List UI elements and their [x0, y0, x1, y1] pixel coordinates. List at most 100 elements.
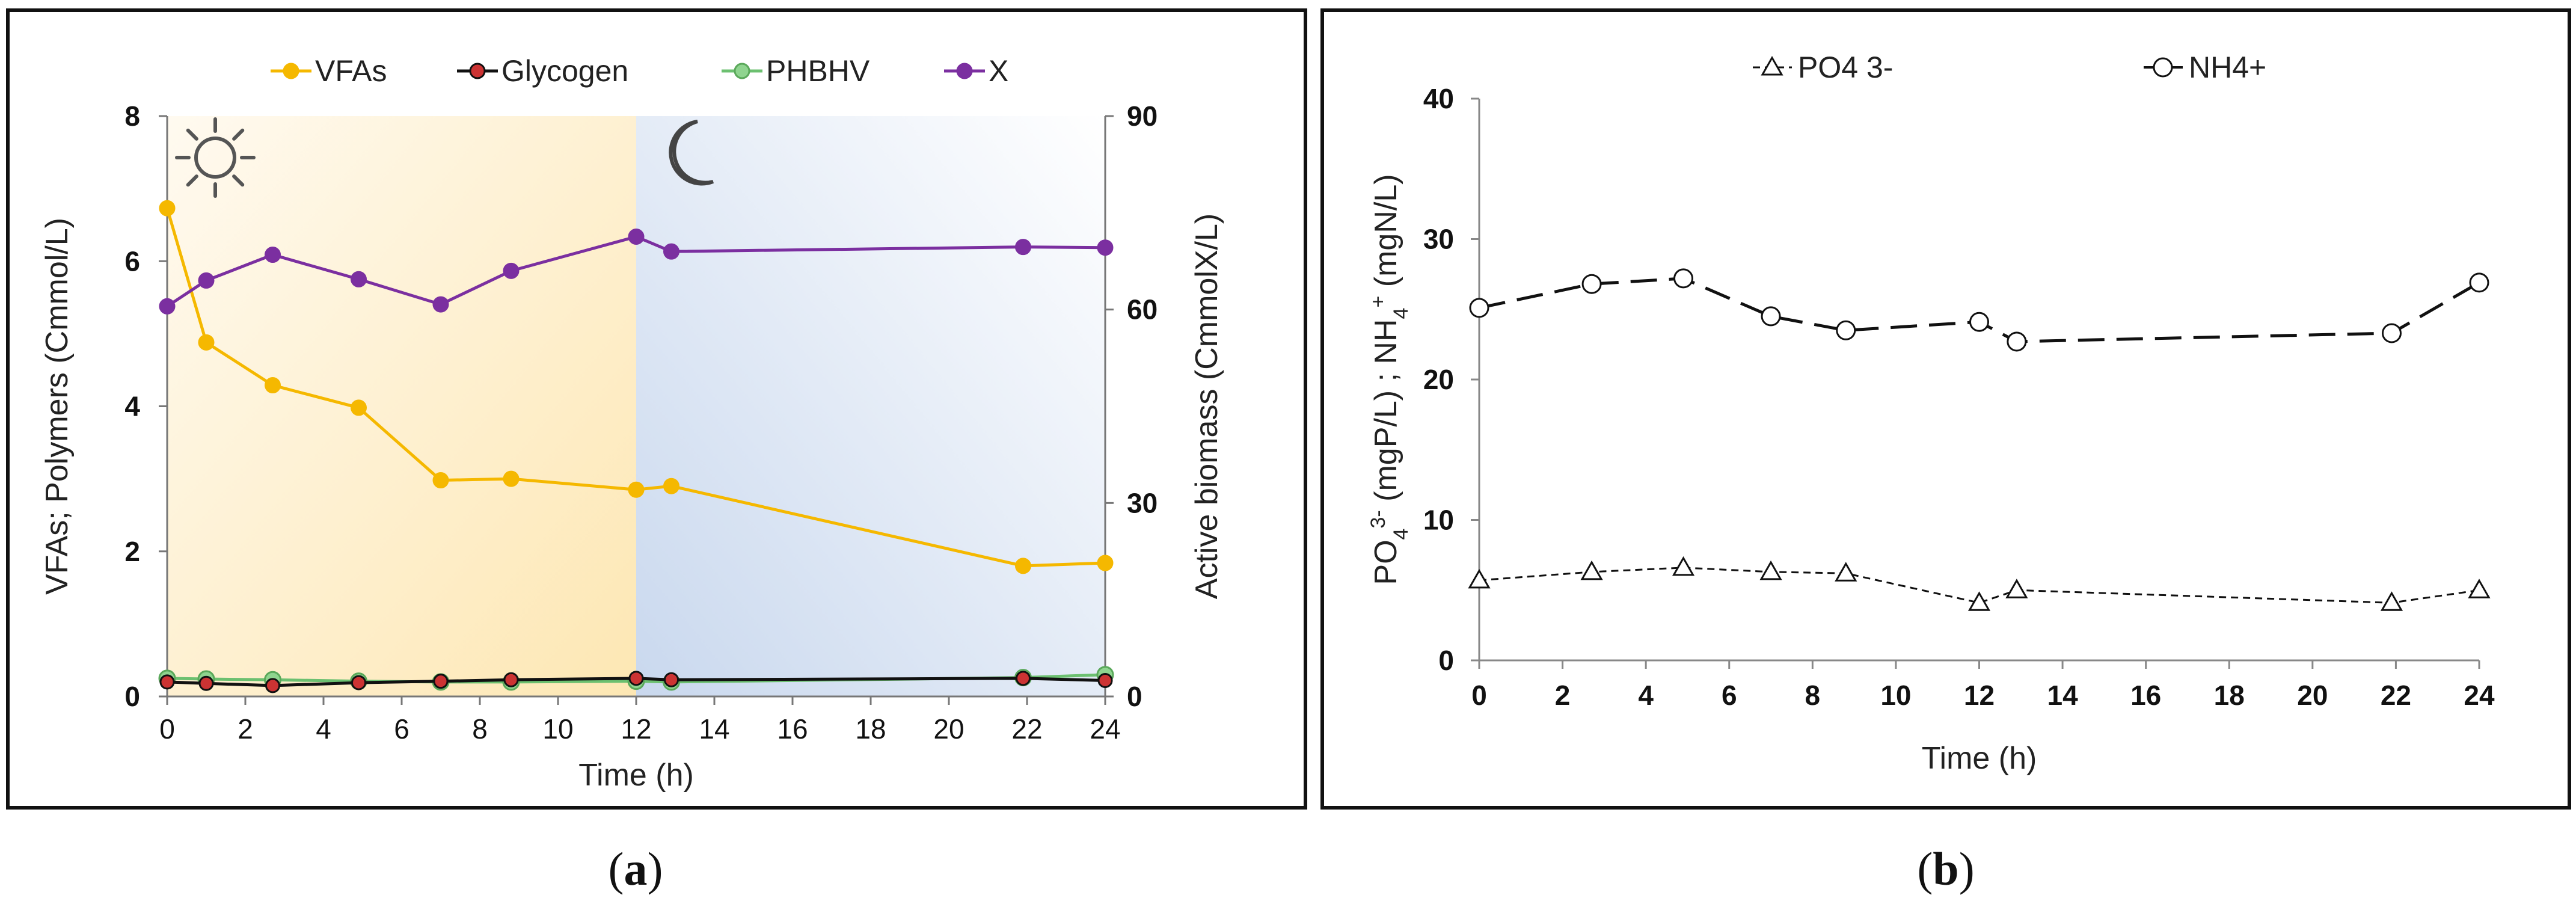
legend-marker-glycogen	[469, 63, 486, 79]
x-tick-label: 24	[1090, 713, 1120, 745]
x-tick-label-b: 4	[1638, 680, 1654, 711]
x-tick-label-b: 20	[2297, 680, 2328, 711]
legend-marker-po4	[1761, 55, 1783, 76]
x-tick-label: 16	[777, 713, 808, 745]
legend-marker-vfas	[283, 63, 299, 79]
panel-caption-a: (a)	[608, 843, 663, 895]
legend-label-x: X	[989, 54, 1008, 88]
legend-marker-x	[956, 63, 973, 79]
sun-icon	[175, 117, 256, 198]
night-period-background	[636, 116, 1105, 696]
y-tick-label: 8	[124, 100, 140, 132]
data-point-x	[1097, 239, 1114, 256]
data-point-x	[628, 229, 645, 245]
x-tick-label-b: 10	[1880, 680, 1911, 711]
data-point-nh4	[1581, 274, 1602, 294]
panel-b-frame	[1320, 8, 2571, 810]
y2-tick-label: 0	[1127, 681, 1142, 712]
data-point-vfas	[628, 481, 645, 498]
x-tick-label: 22	[1011, 713, 1042, 745]
data-point-po4	[1759, 560, 1782, 580]
data-point-nh4	[1969, 312, 1989, 332]
data-point-glycogen	[1016, 671, 1031, 686]
panel-caption-b: (b)	[1917, 843, 1975, 895]
data-point-glycogen	[1097, 672, 1113, 688]
data-point-glycogen	[433, 674, 449, 689]
panel-label-b: b	[1933, 843, 1959, 895]
data-point-glycogen	[351, 675, 366, 690]
x-tick-label: 8	[472, 713, 488, 745]
y-tick-label-b: 40	[1423, 83, 1454, 114]
y2-tick-label: 60	[1127, 294, 1158, 325]
x-tick-label: 10	[542, 713, 573, 745]
legend-label-nh4: NH4+	[2189, 51, 2266, 84]
y2-tick-label: 90	[1127, 100, 1158, 132]
x-tick-label: 4	[316, 713, 331, 745]
day-period-background	[167, 116, 636, 696]
data-point-x	[503, 262, 520, 279]
data-point-vfas	[159, 200, 176, 217]
y-tick-label-b: 0	[1438, 645, 1454, 676]
data-point-glycogen	[265, 678, 280, 693]
series-line-nh4	[1479, 277, 2480, 343]
data-point-vfas	[503, 470, 520, 487]
x-tick-label-b: 6	[1722, 680, 1737, 711]
x-tick-label: 14	[699, 713, 729, 745]
data-point-x	[265, 247, 281, 263]
legend-b: PO4 3- NH4+	[1753, 51, 2266, 84]
series-line-glycogen	[167, 677, 1106, 687]
data-point-po4	[2380, 591, 2403, 611]
data-point-vfas	[1097, 555, 1114, 571]
x-tick-label-b: 14	[2047, 680, 2078, 711]
x-tick-label-b: 22	[2381, 680, 2411, 711]
x-tick-label: 20	[933, 713, 964, 745]
series-line-vfas	[165, 207, 1106, 568]
legend-label-vfas: VFAs	[315, 54, 387, 88]
y-tick-label-b: 10	[1423, 505, 1454, 536]
x-tick-label-b: 2	[1555, 680, 1571, 711]
data-point-po4	[1835, 562, 1857, 582]
y-tick-label: 0	[124, 681, 140, 712]
x-tick-label-b: 8	[1805, 680, 1821, 711]
data-point-vfas	[265, 377, 281, 394]
legend-label-po4: PO4 3-	[1798, 51, 1893, 84]
x-tick-label-b: 16	[2130, 680, 2161, 711]
data-point-vfas	[663, 478, 679, 494]
legend-label-phbhv: PHBHV	[766, 54, 870, 88]
data-point-x	[432, 296, 449, 313]
data-point-po4	[1468, 568, 1491, 589]
data-point-po4	[1672, 556, 1695, 576]
data-point-vfas	[198, 334, 215, 351]
y-tick-label: 2	[124, 536, 140, 567]
x-tick-label-b: 18	[2214, 680, 2245, 711]
data-point-vfas	[1015, 558, 1031, 574]
x-axis-label: Time (h)	[578, 758, 694, 793]
data-point-glycogen	[628, 671, 644, 686]
legend-marker-phbhv	[734, 63, 750, 79]
data-point-x	[159, 298, 176, 315]
data-point-po4	[2005, 579, 2028, 598]
data-point-po4	[1580, 560, 1603, 580]
y-tick-label: 6	[124, 245, 140, 277]
data-point-glycogen	[159, 674, 175, 690]
data-point-x	[351, 271, 367, 287]
data-point-nh4	[2007, 331, 2027, 352]
x-tick-label: 12	[621, 713, 651, 745]
y-tick-label-b: 30	[1423, 224, 1454, 255]
y-axis-label: VFAs; Polymers (Cmmol/L)	[40, 218, 75, 595]
x-tick-label: 6	[394, 713, 409, 745]
data-point-x	[1015, 239, 1031, 256]
y-tick-label-b: 20	[1423, 364, 1454, 395]
y-axis-label-b: PO43- (mgP/L) ; NH4+ (mgN/L)	[1367, 174, 1412, 585]
panel-label-a: a	[624, 843, 648, 895]
data-point-nh4	[1761, 306, 1781, 327]
x-tick-label: 0	[159, 713, 175, 745]
data-point-nh4	[1673, 268, 1694, 289]
y2-tick-label: 30	[1127, 487, 1158, 518]
legend-marker-nh4	[2153, 57, 2173, 78]
legend-label-glycogen: Glycogen	[501, 54, 628, 88]
data-point-x	[198, 272, 215, 289]
x-tick-label-b: 24	[2464, 680, 2495, 711]
y-tick-label: 4	[124, 391, 140, 422]
